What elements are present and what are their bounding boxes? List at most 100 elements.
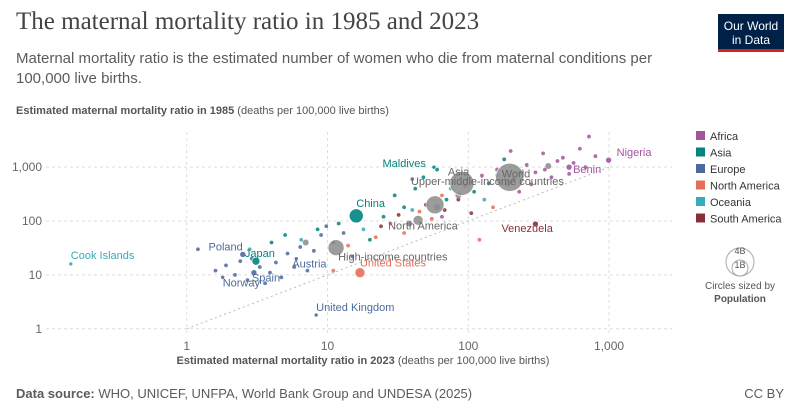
data-point[interactable] [555,159,560,163]
data-point[interactable] [233,273,237,277]
data-point[interactable] [341,231,346,235]
data-point[interactable] [429,216,434,221]
data-point[interactable] [533,170,538,175]
point-spain[interactable] [250,269,258,276]
data-point[interactable] [410,177,415,182]
point-austria[interactable] [293,256,299,262]
data-point[interactable] [402,231,407,235]
point-norway[interactable] [220,275,225,280]
data-point[interactable] [587,134,591,139]
point-japan[interactable] [251,256,261,266]
data-point[interactable] [350,254,355,259]
legend-item-south-america[interactable]: South America [696,213,782,226]
data-point[interactable] [247,247,252,252]
data-point[interactable] [567,172,571,176]
data-point[interactable] [263,281,267,286]
data-point[interactable] [472,189,477,194]
data-point[interactable] [213,268,218,273]
data-point[interactable] [245,278,250,283]
data-point[interactable] [417,209,422,214]
data-point[interactable] [482,197,487,202]
legend-item-europe[interactable]: Europe [696,164,745,176]
data-point[interactable] [560,155,565,160]
data-point[interactable] [196,247,200,252]
data-point[interactable] [298,245,303,249]
data-point[interactable] [444,197,449,202]
data-point[interactable] [319,233,323,237]
data-point[interactable] [486,181,491,186]
point-upper-middle-income-countries[interactable] [425,195,445,215]
point-venezuela[interactable] [532,220,539,228]
license-link[interactable]: CC BY [744,386,784,401]
data-point[interactable] [238,259,243,264]
data-point[interactable] [274,260,278,265]
data-point[interactable] [541,151,546,156]
point-benin[interactable] [565,163,573,171]
data-point[interactable] [524,163,529,167]
point-world[interactable] [495,162,525,192]
point-united-kingdom[interactable] [313,312,319,318]
data-point[interactable] [346,243,350,248]
data-point[interactable] [368,237,372,242]
data-point[interactable] [491,205,495,210]
data-point[interactable] [508,149,513,153]
point-poland[interactable] [239,251,247,258]
data-point[interactable] [381,214,386,219]
legend-item-africa[interactable]: Africa [696,131,739,143]
point-maldives[interactable] [431,164,437,170]
data-point[interactable] [269,240,274,245]
data-point[interactable] [421,175,426,180]
data-point[interactable] [542,167,547,172]
data-point[interactable] [396,213,401,217]
data-point[interactable] [549,175,554,180]
point-north-america[interactable] [412,215,424,226]
data-point[interactable] [379,224,383,229]
data-point[interactable] [392,193,397,198]
legend-item-oceania[interactable]: Oceania [696,197,752,209]
data-point[interactable] [311,248,316,253]
data-point[interactable] [406,220,413,227]
data-point[interactable] [283,233,288,237]
point-high-income-countries[interactable] [327,239,345,257]
point-cook-islands[interactable] [68,261,74,267]
data-point[interactable] [480,173,484,178]
legend-item-north-america[interactable]: North America [696,180,781,193]
owid-logo[interactable]: Our World in Data [718,14,784,52]
data-point[interactable] [402,205,407,210]
data-point[interactable] [477,237,482,242]
data-point[interactable] [285,251,290,256]
data-point[interactable] [440,214,444,219]
data-point[interactable] [331,268,336,273]
data-point[interactable] [292,265,297,269]
data-point[interactable] [388,221,393,226]
data-point[interactable] [302,239,309,246]
data-point[interactable] [435,167,439,172]
data-point[interactable] [268,270,272,275]
point-asia[interactable] [449,171,475,196]
data-point[interactable] [373,235,378,240]
data-point[interactable] [224,263,228,268]
data-point[interactable] [583,165,588,170]
data-point[interactable] [529,182,534,187]
data-point[interactable] [571,161,576,165]
data-point[interactable] [502,157,507,162]
data-point[interactable] [257,265,262,269]
data-point[interactable] [324,224,329,229]
data-point[interactable] [315,227,320,232]
data-point[interactable] [442,208,447,212]
data-point[interactable] [469,211,474,216]
point-china[interactable] [348,208,364,224]
data-point[interactable] [299,237,304,242]
point-nigeria[interactable] [605,156,612,164]
data-point[interactable] [410,208,415,212]
legend-item-asia[interactable]: Asia [696,147,732,160]
data-point[interactable] [517,189,522,194]
data-point[interactable] [336,221,341,226]
data-point[interactable] [279,275,284,280]
data-point[interactable] [413,186,418,191]
point-united-states[interactable] [354,267,366,278]
data-point[interactable] [456,197,461,202]
data-point[interactable] [305,268,310,273]
data-point[interactable] [577,146,582,151]
data-point[interactable] [593,154,598,159]
